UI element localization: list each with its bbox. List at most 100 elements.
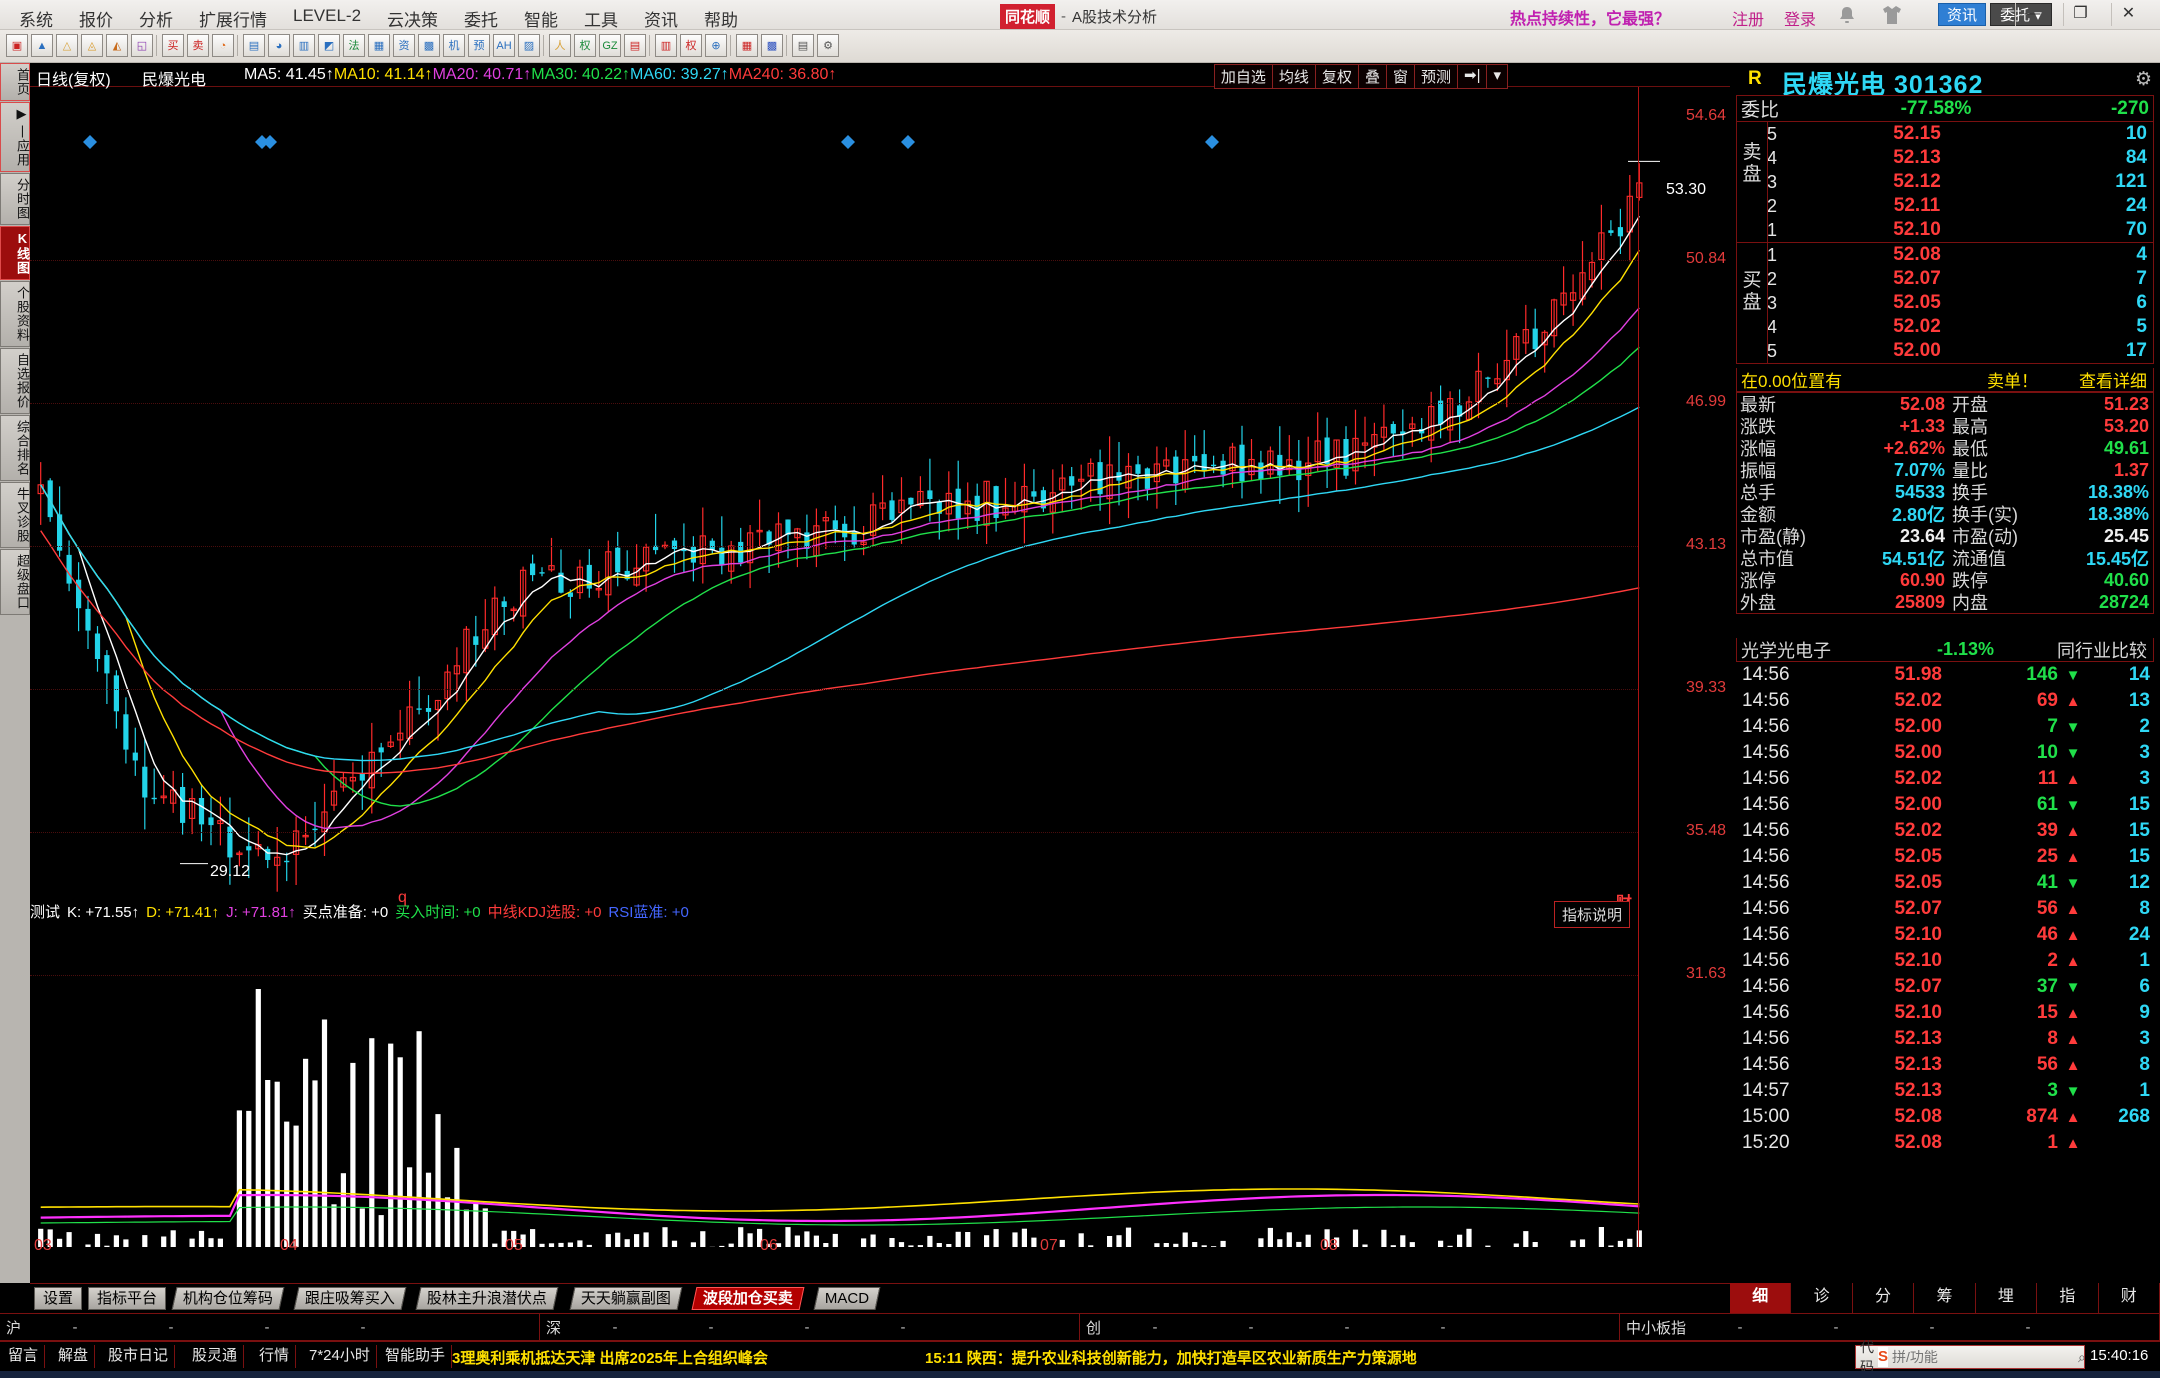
status-button-4[interactable]: 行情 xyxy=(253,1345,297,1368)
chart-period[interactable]: 日线(复权) xyxy=(36,72,111,89)
pie-icon[interactable]: ◕ xyxy=(268,34,290,57)
menu-item-分析[interactable]: 分析 xyxy=(139,11,173,30)
menu-item-LEVEL-2[interactable]: LEVEL-2 xyxy=(293,6,362,25)
sidebar-item-4[interactable]: 个股资料 xyxy=(0,281,30,347)
close-button[interactable]: ✕ xyxy=(2111,3,2145,26)
tick-row-17[interactable]: 15:00 52.08 874 ▲ 268 xyxy=(1736,1104,2154,1130)
sidebar-item-8[interactable]: 超级盘口 xyxy=(0,549,30,615)
index-cell-2[interactable]: 创---- xyxy=(1080,1314,1620,1341)
tab-icon[interactable]: ▨ xyxy=(518,34,540,57)
tick-row-2[interactable]: 14:56 52.00 7 ▼ 2 xyxy=(1736,714,2154,740)
tick-row-1[interactable]: 14:56 52.02 69 ▲ 13 xyxy=(1736,688,2154,714)
index-cell-0[interactable]: 沪---- xyxy=(0,1314,540,1341)
status-button-6[interactable]: 智能助手 xyxy=(379,1345,453,1368)
kline-chart-panel[interactable]: 日线(复权) 民爆光电 MA5: 41.45↑MA10: 41.14↑MA20:… xyxy=(30,63,1730,1283)
shirt-icon[interactable] xyxy=(1880,4,1902,26)
sidebar-item-2[interactable]: 分时图 xyxy=(0,173,30,225)
quote-tab-分[interactable]: 分 xyxy=(1853,1283,1915,1313)
indicator-tab-1[interactable]: 跟庄吸筹买入 xyxy=(293,1287,407,1310)
tick-row-0[interactable]: 14:56 51.98 146 ▼ 14 xyxy=(1736,662,2154,688)
sidebar-item-1[interactable]: ▶|应用 xyxy=(0,102,30,172)
indicator-tab-2[interactable]: 股林主升浪潜伏点 xyxy=(415,1287,559,1310)
chart-tool-3[interactable]: 叠 xyxy=(1358,65,1387,88)
tick-list[interactable]: 14:56 51.98 146 ▼ 14 14:56 52.02 69 ▲ 13 14:56 52.0… xyxy=(1736,662,2154,1156)
globe-icon[interactable]: ⊕ xyxy=(705,34,727,57)
drop-icon[interactable]: ◔ xyxy=(212,34,234,57)
up-arrow-icon[interactable]: ▲ xyxy=(31,34,53,57)
sector-row[interactable]: 光学光电子 -1.13% 同行业比较 xyxy=(1736,638,2154,662)
triangle-icon[interactable]: ◬ xyxy=(81,34,103,57)
chart-tool-2[interactable]: 复权 xyxy=(1315,65,1359,88)
tick-row-3[interactable]: 14:56 52.00 10 ▼ 3 xyxy=(1736,740,2154,766)
money-icon[interactable]: 权 xyxy=(574,34,596,57)
tick-row-16[interactable]: 14:57 52.13 3 ▼ 1 xyxy=(1736,1078,2154,1104)
ji-icon[interactable]: 机 xyxy=(443,34,465,57)
status-button-2[interactable]: 股市日记 xyxy=(102,1345,176,1368)
gz-icon[interactable]: GZ xyxy=(599,34,621,57)
wave-icon[interactable]: ▩ xyxy=(418,34,440,57)
pen-icon[interactable]: ◩ xyxy=(318,34,340,57)
sogou-icon[interactable]: S xyxy=(1878,1347,1889,1367)
index-cell-1[interactable]: 深---- xyxy=(540,1314,1080,1341)
usa-icon[interactable]: ▩ xyxy=(761,34,783,57)
chart-toolbar[interactable]: 加自选 均线 复权叠窗预测 ➡| ▾ xyxy=(1213,64,1508,89)
indicator-tab-3[interactable]: 天天躺赢副图 xyxy=(569,1287,683,1310)
news-ticker-2[interactable]: 15:11 陕西：提升农业科技创新能力，加快打造旱区农业新质生产力策源地 xyxy=(925,1350,1417,1367)
notice-detail-link[interactable]: 查看详细 xyxy=(2079,372,2147,391)
book-icon[interactable]: ▤ xyxy=(624,34,646,57)
hot-topic-link[interactable]: 热点持续性，它最强？ xyxy=(1510,11,1671,28)
tick-row-9[interactable]: 14:56 52.07 56 ▲ 8 xyxy=(1736,896,2154,922)
bell-icon[interactable]: ◭ xyxy=(106,34,128,57)
indicator-tab-5[interactable]: MACD xyxy=(813,1287,881,1310)
indicator-tabstrip[interactable]: 设置 指标平台 机构仓位筹码 跟庄吸筹买入 股林主升浪潜伏点 天天躺赢副图 波段加仓买卖 MA… xyxy=(30,1283,1730,1313)
search-input[interactable] xyxy=(1888,1349,2074,1365)
chart-tool-5[interactable]: 预测 xyxy=(1414,65,1458,88)
gear-icon[interactable]: ⚙ xyxy=(2134,69,2152,90)
bag-icon[interactable]: ▥ xyxy=(655,34,677,57)
flag-icon[interactable]: ▦ xyxy=(736,34,758,57)
search-icon[interactable]: ⌕ xyxy=(2078,1348,2086,1365)
zi-icon[interactable]: 资 xyxy=(393,34,415,57)
ask-row-1[interactable]: 4 52.13 84 xyxy=(1737,146,2153,170)
maximize-button[interactable]: ❐ xyxy=(2063,3,2097,26)
sidebar-item-6[interactable]: 综合排名 xyxy=(0,415,30,481)
menu-item-智能[interactable]: 智能 xyxy=(524,11,559,30)
quote-tab-财[interactable]: 财 xyxy=(2099,1283,2160,1313)
news-button[interactable]: 资讯 xyxy=(1938,3,1986,26)
status-button-5[interactable]: 7*24小时 xyxy=(303,1345,377,1368)
person-icon[interactable]: 人 xyxy=(549,34,571,57)
bid-row-2[interactable]: 3 52.05 6 xyxy=(1737,291,2153,315)
status-button-3[interactable]: 股灵通 xyxy=(186,1345,245,1368)
doc-icon[interactable]: ▦ xyxy=(368,34,390,57)
menu-item-委托[interactable]: 委托 xyxy=(464,11,499,30)
ah-icon[interactable]: AH xyxy=(493,34,515,57)
chart-icon[interactable]: ◱ xyxy=(131,34,153,57)
bid-row-3[interactable]: 4 52.02 5 xyxy=(1737,315,2153,339)
ask-row-0[interactable]: 5 52.15 10 xyxy=(1737,122,2153,146)
menu-item-帮助[interactable]: 帮助 xyxy=(704,11,739,30)
bid-row-4[interactable]: 5 52.00 17 xyxy=(1737,339,2153,363)
ask-row-4[interactable]: 1 52.10 70 xyxy=(1737,218,2153,242)
tick-row-5[interactable]: 14:56 52.00 61 ▼ 15 xyxy=(1736,792,2154,818)
industry-compare-link[interactable]: 同行业比较 xyxy=(2057,640,2147,661)
gear-icon[interactable]: ⚙ xyxy=(817,34,839,57)
tick-row-4[interactable]: 14:56 52.02 11 ▲ 3 xyxy=(1736,766,2154,792)
tick-row-8[interactable]: 14:56 52.05 41 ▼ 12 xyxy=(1736,870,2154,896)
status-button-0[interactable]: 留言 xyxy=(2,1345,46,1368)
window-icon[interactable]: ▣ xyxy=(6,34,28,57)
yu-icon[interactable]: 预 xyxy=(468,34,490,57)
quote-tab-埋[interactable]: 埋 xyxy=(1976,1283,2038,1313)
menu-item-报价[interactable]: 报价 xyxy=(79,11,113,30)
sidebar-item-5[interactable]: 自选报价 xyxy=(0,348,30,414)
quote-tab-指[interactable]: 指 xyxy=(2037,1283,2099,1313)
tick-row-11[interactable]: 14:56 52.10 2 ▲ 1 xyxy=(1736,948,2154,974)
bid-row-1[interactable]: 2 52.07 7 xyxy=(1737,267,2153,291)
ask-row-3[interactable]: 2 52.11 24 xyxy=(1737,194,2153,218)
menu-item-工具[interactable]: 工具 xyxy=(584,11,619,30)
ask-row-2[interactable]: 3 52.12 121 xyxy=(1737,170,2153,194)
order-notice[interactable]: 在0.00位置有 卖单！ 查看详细 xyxy=(1736,368,2154,392)
report-icon[interactable]: ▤ xyxy=(243,34,265,57)
buy-icon[interactable]: 买 xyxy=(162,34,184,57)
indicator-tab-0[interactable]: 机构仓位筹码 xyxy=(171,1287,285,1310)
indicator-tab-4[interactable]: 波段加仓买卖 xyxy=(691,1287,805,1310)
